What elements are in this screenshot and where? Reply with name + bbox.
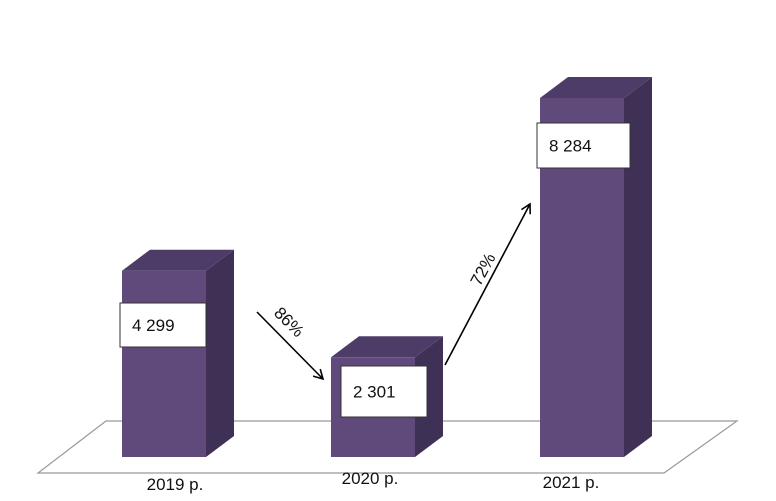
bars-layer: 4 299 2 301 8 284 [119, 77, 652, 457]
data-label-box [340, 365, 428, 418]
bar-1: 4 299 [119, 249, 234, 457]
data-label-box [119, 302, 207, 348]
arrow-line [256, 311, 325, 381]
category-label: 2020 р. [342, 469, 399, 488]
category-label: 2021 р. [543, 473, 600, 492]
bar-side-face [624, 77, 652, 457]
change-arrow-2: 72% [444, 202, 532, 366]
bar-top-face [331, 336, 443, 358]
category-label: 2019 р. [147, 475, 204, 494]
data-label: 8 284 [549, 137, 592, 156]
category-labels: 2019 р. 2020 р. 2021 р. [147, 469, 600, 494]
bar-side-face [206, 249, 234, 457]
bar-2: 2 301 [331, 336, 443, 457]
arrow-line [444, 202, 532, 366]
bar-top-face [122, 249, 234, 271]
data-label-box [536, 122, 631, 169]
arrow-label: 86% [270, 303, 307, 340]
bar-front-face [122, 270, 206, 457]
floor-plane [36, 420, 739, 474]
data-label: 2 301 [353, 383, 396, 402]
bar-3: 8 284 [536, 77, 652, 457]
bar-top-face [540, 77, 652, 98]
change-arrow-1: 86% [256, 303, 325, 381]
data-label: 4 299 [132, 316, 175, 335]
